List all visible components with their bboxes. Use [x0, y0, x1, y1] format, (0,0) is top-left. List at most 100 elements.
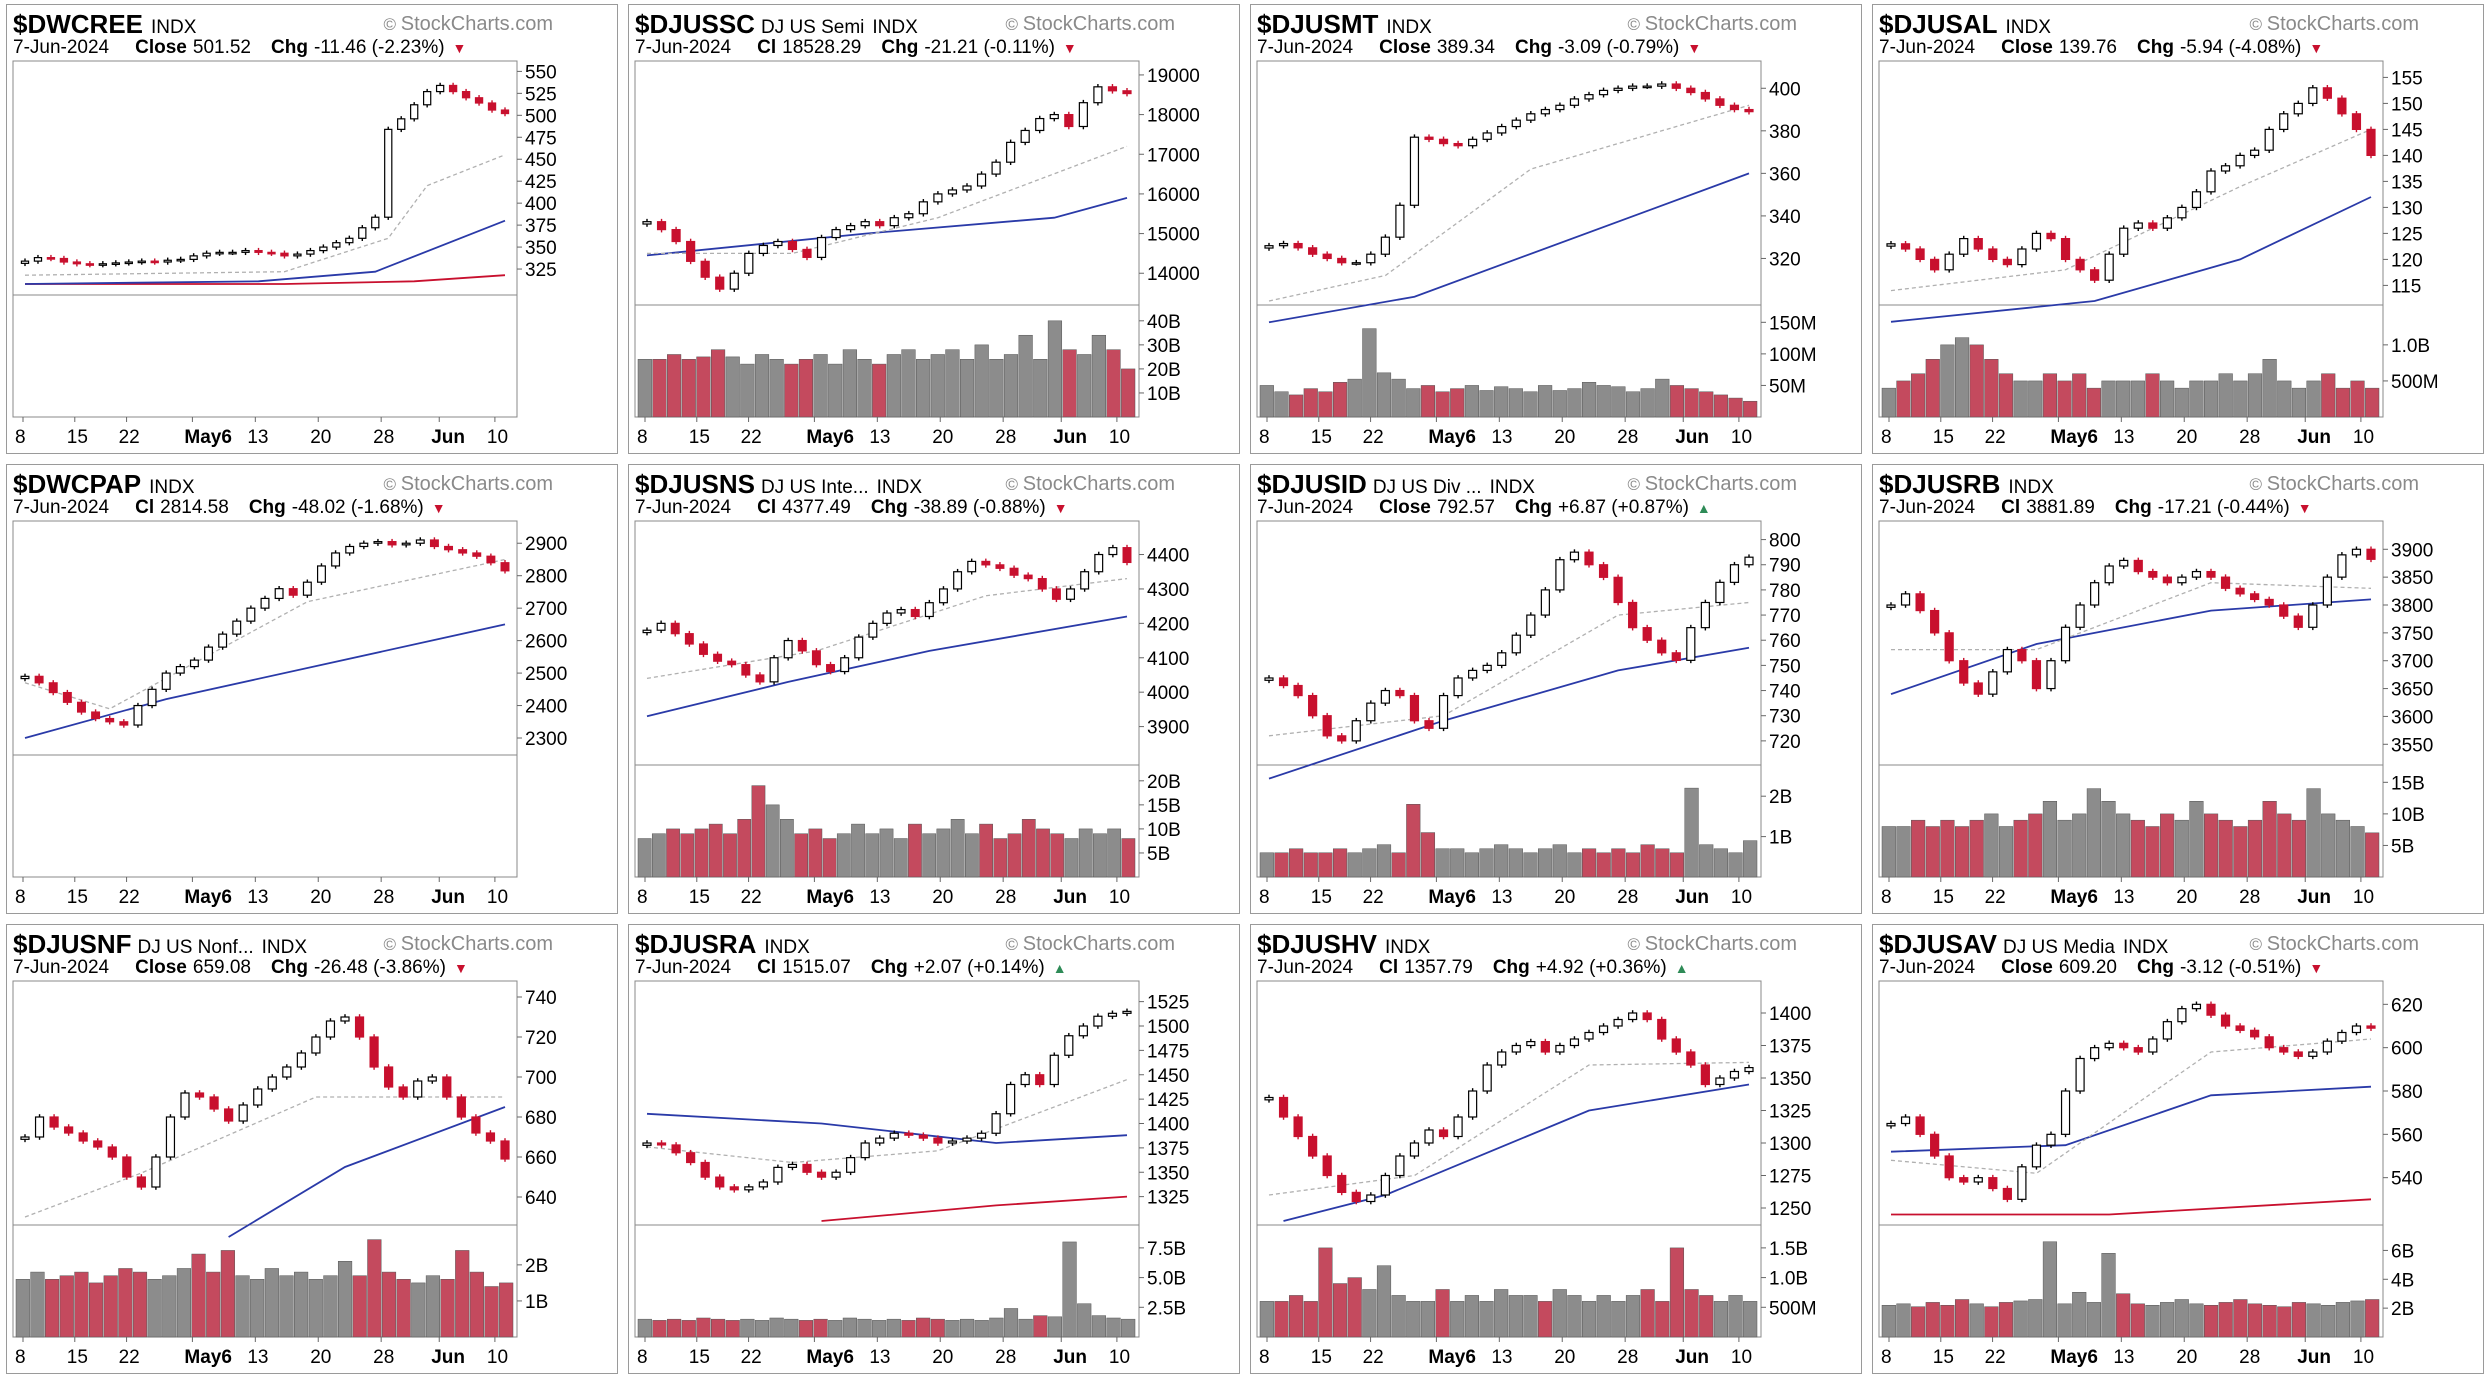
candle-body	[727, 660, 737, 666]
candle-body	[215, 251, 224, 255]
y-tick-label: 2800	[525, 567, 567, 588]
candle-body	[442, 1076, 452, 1098]
volume-bar	[88, 1282, 104, 1338]
candle-body	[33, 257, 43, 262]
volume-bar	[1640, 1289, 1655, 1338]
volume-bar	[1699, 844, 1714, 878]
volume-bar	[808, 828, 823, 878]
chart-header: $DJUSRA INDX © StockCharts.com 7-Jun-2024 Cl…	[629, 925, 1239, 985]
candle	[1540, 1038, 1550, 1055]
candle	[20, 673, 30, 682]
chart-panel-dwcpap[interactable]: $DWCPAP INDX © StockCharts.com 7-Jun-2024 Cl…	[6, 464, 618, 914]
candle	[1366, 251, 1376, 266]
candle-body	[826, 664, 836, 673]
candle-body	[1308, 694, 1318, 717]
candle-body	[2279, 604, 2289, 617]
candle	[151, 1154, 161, 1190]
candle	[2293, 100, 2303, 117]
candle	[218, 631, 228, 650]
volume-bar	[813, 1318, 828, 1338]
candle-body	[1613, 1018, 1623, 1027]
copyright-icon: ©	[1005, 15, 1023, 34]
price-line: 7-Jun-2024 Close 659.08 Chg -26.48 (-3.86%) ▼	[13, 957, 468, 979]
candle	[962, 1135, 972, 1144]
x-tick-label: 15	[1311, 427, 1332, 448]
candle-body	[1642, 1012, 1652, 1021]
candle	[325, 1018, 336, 1040]
volume-bar	[2116, 1293, 2131, 1338]
chart-panel-djusrb[interactable]: $DJUSRB INDX © StockCharts.com 7-Jun-2024 Cl…	[1872, 464, 2484, 914]
chart-panel-djusns[interactable]: $DJUSNS DJ US Inte... INDX © StockCharts.co…	[628, 464, 1240, 914]
chart-panel-djusra[interactable]: $DJUSRA INDX © StockCharts.com 7-Jun-2024 Cl…	[628, 924, 1240, 1374]
candle-body	[2279, 113, 2289, 131]
x-tick-label: 10	[487, 427, 508, 448]
candle	[1988, 1174, 1998, 1192]
volume-bar	[1494, 844, 1509, 878]
chart-panel-djusal[interactable]: $DJUSAL INDX © StockCharts.com 7-Jun-2024 Cl…	[1872, 4, 2484, 454]
candle	[1671, 81, 1681, 92]
candle	[487, 100, 497, 113]
candle-body	[119, 721, 129, 726]
chart-panel-djusnf[interactable]: $DJUSNF DJ US Nonf... INDX © StockCharts.co…	[6, 924, 618, 1374]
volume-bar	[1033, 1315, 1048, 1338]
volume-bar	[1450, 848, 1465, 878]
x-tick-label: 10	[2353, 1347, 2374, 1368]
candle	[260, 595, 270, 611]
candle	[1094, 551, 1104, 575]
x-tick-label: 13	[247, 887, 268, 908]
volume-bar	[2321, 373, 2336, 418]
candle	[744, 1184, 754, 1193]
volume-bar	[308, 1279, 323, 1338]
volume-bar	[769, 359, 784, 418]
x-tick-label: 8	[1259, 887, 1270, 908]
volume-bar	[916, 359, 931, 418]
vol-tick-label: 10B	[1147, 820, 1181, 841]
chart-panel-djusmt[interactable]: $DJUSMT INDX © StockCharts.com 7-Jun-2024 Cl…	[1250, 4, 1862, 454]
chart-panel-djusid[interactable]: $DJUSID DJ US Div ... INDX © StockCharts.co…	[1250, 464, 1862, 914]
chg-label: Chg	[1492, 957, 1530, 978]
candle-body	[1944, 253, 1954, 271]
chart-svg: 19000180001700016000150001400040B30B20B1…	[634, 60, 1200, 448]
candle	[20, 258, 30, 267]
symbol-line: $DJUSNS DJ US Inte... INDX	[635, 469, 922, 500]
candle	[1337, 733, 1347, 744]
volume-bar	[1655, 378, 1670, 418]
volume-bar	[2057, 1303, 2072, 1338]
candle	[1686, 624, 1696, 664]
candle	[816, 1169, 827, 1180]
candle-body	[111, 262, 120, 265]
chart-panel-dwcree[interactable]: $DWCREE INDX © StockCharts.com 7-Jun-2024 Cl…	[6, 4, 618, 454]
chart-panel-djussc[interactable]: $DJUSSC DJ US Semi INDX © StockCharts.com 7-…	[628, 4, 1240, 454]
x-tick-label: 22	[1363, 887, 1384, 908]
candle	[427, 1074, 437, 1084]
volume-bar	[651, 833, 666, 878]
symbol: $DJUSNS	[635, 469, 755, 499]
vol-tick-label: 50M	[1769, 376, 1806, 397]
candle	[787, 1161, 798, 1171]
x-tick-label: 8	[1881, 1347, 1892, 1368]
candle-body	[98, 263, 108, 266]
volume-bar	[1018, 334, 1033, 418]
y-tick-label: 620	[2391, 995, 2423, 1016]
candle	[442, 1074, 452, 1100]
watermark-text: StockCharts.com	[2266, 473, 2419, 495]
volume-bar	[1435, 848, 1450, 878]
chart-panel-djusav[interactable]: $DJUSAV DJ US Media INDX © StockCharts.com 7…	[1872, 924, 2484, 1374]
price-label: Close	[2001, 957, 2053, 978]
chart-panel-djushv[interactable]: $DJUSHV INDX © StockCharts.com 7-Jun-2024 Cl…	[1250, 924, 1862, 1374]
candle-body	[1009, 567, 1019, 576]
candle	[1424, 134, 1434, 143]
candle	[1107, 1010, 1118, 1020]
candle-body	[485, 1132, 496, 1142]
candle	[461, 88, 471, 101]
volume-bar	[1406, 388, 1421, 418]
volume-bar	[2086, 788, 2101, 878]
volume-bar	[2262, 1305, 2277, 1338]
candle-body	[2337, 1031, 2347, 1042]
candle	[1915, 1114, 1925, 1138]
x-tick-label: 22	[1985, 1347, 2006, 1368]
candle	[976, 1130, 987, 1141]
x-tick-label: 13	[869, 427, 890, 448]
volume-bar	[1611, 1301, 1626, 1338]
chg: -21.21 (-0.11%)	[924, 37, 1055, 58]
